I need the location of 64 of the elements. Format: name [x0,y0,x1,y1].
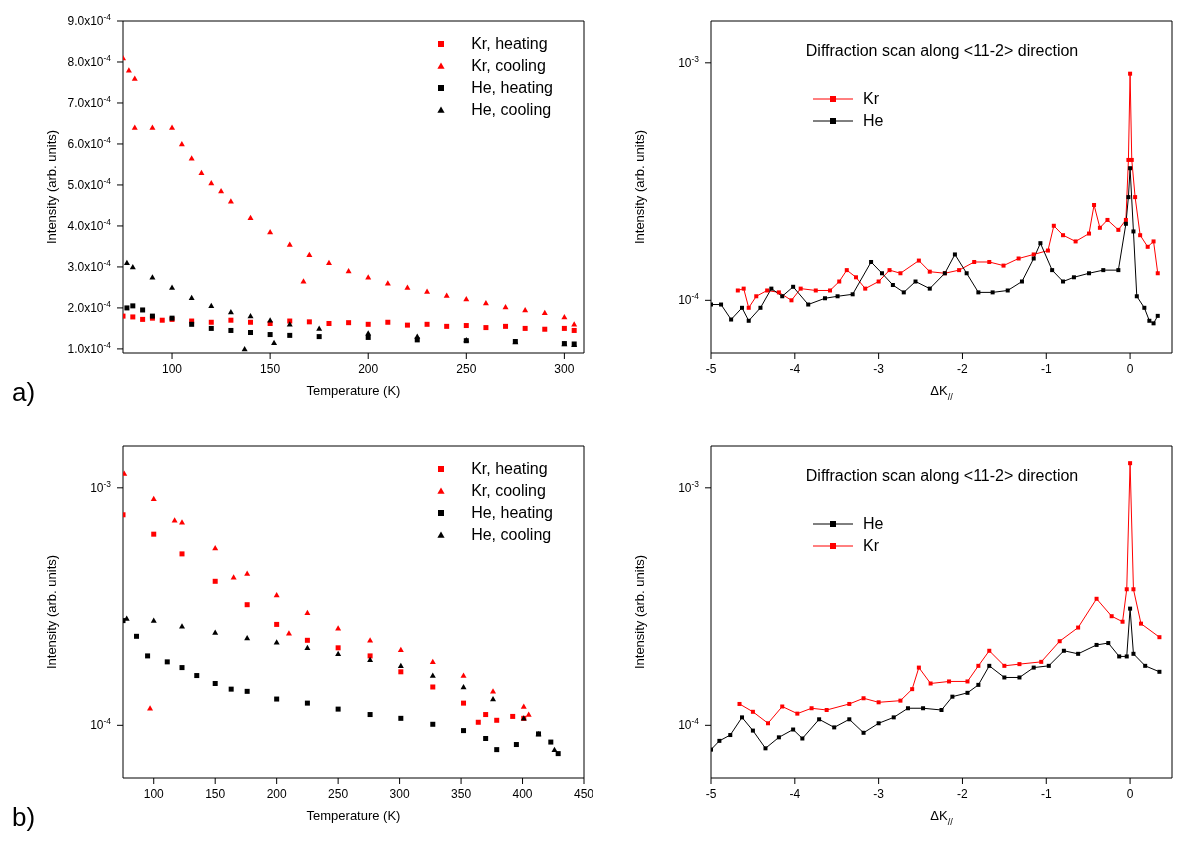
legend-label: Kr, heating [471,35,548,53]
legend-label: He [863,112,884,130]
y-tick-label: 6.0x10$^{-4}$ [67,134,112,151]
legend-label: Kr, cooling [471,482,546,500]
text: Diffraction scan along <11-2> direction [804,467,1080,485]
legend-label: Kr [863,90,879,108]
y-axis-title: Intensity (arb. units) [632,554,647,670]
x-axis-title: ΔK$_{//}$ [930,808,954,827]
x-axis-title: Temperature (K) [306,383,401,398]
legend-label: Kr, cooling [471,57,546,75]
x-tick-label: -3 [873,362,885,376]
x-axis-title: ΔK$_{//}$ [930,383,954,402]
x-tick-label: 300 [389,787,410,801]
y-axis-title: Intensity (arb. units) [44,129,59,245]
y-axis-title: Intensity (arb. units) [632,129,647,245]
y-tick-label: 8.0x10$^{-4}$ [67,52,112,69]
x-tick-label: -4 [789,787,801,801]
y-tick-label: 10$^{-3}$ [90,478,112,495]
x-tick-label: 0 [1126,787,1134,801]
y-tick-label: 10$^{-3}$ [678,53,700,70]
x-tick-label: 300 [554,362,575,376]
y-tick-label: 5.0x10$^{-4}$ [67,175,112,192]
y-tick-label: 10$^{-4}$ [678,291,700,308]
legend-label: He [863,515,884,533]
legend-label: He, heating [471,79,553,97]
legend-label: Kr, heating [471,460,548,478]
x-tick-label: -3 [873,787,885,801]
y-tick-label: 2.0x10$^{-4}$ [67,298,112,315]
x-tick-label: 400 [512,787,533,801]
x-tick-label: -4 [789,362,801,376]
y-tick-label: 9.0x10$^{-4}$ [67,12,112,28]
x-axis-title: Temperature (K) [306,808,401,823]
x-tick-label: 150 [205,787,226,801]
text: b) [12,802,36,832]
y-tick-label: 10$^{-4}$ [678,716,700,733]
text: Diffraction scan along <11-2> direction [804,42,1080,60]
legend-label: Kr [863,537,879,555]
x-tick-label: -5 [705,787,717,801]
x-tick-label: 200 [266,787,287,801]
y-tick-label: 7.0x10$^{-4}$ [67,93,112,110]
x-tick-label: -2 [957,787,969,801]
legend-label: He, cooling [471,526,552,544]
legend-label: He, heating [471,504,553,522]
y-tick-label: 10$^{-4}$ [90,716,112,733]
x-tick-label: 450 [573,787,595,801]
legend-label: He, cooling [471,101,552,119]
y-tick-label: 4.0x10$^{-4}$ [67,216,112,233]
x-tick-label: 0 [1126,362,1134,376]
x-tick-label: 100 [162,362,183,376]
x-tick-label: 250 [328,787,349,801]
x-tick-label: -2 [957,362,969,376]
x-tick-label: 250 [456,362,477,376]
y-tick-label: 10$^{-3}$ [678,478,700,495]
x-tick-label: 150 [260,362,281,376]
x-tick-label: -1 [1040,362,1052,376]
y-axis-title: Intensity (arb. units) [44,554,59,670]
y-tick-label: 3.0x10$^{-4}$ [67,257,112,274]
text: a) [12,377,36,407]
x-tick-label: -5 [705,362,717,376]
y-tick-label: 1.0x10$^{-4}$ [67,339,112,356]
x-tick-label: 200 [358,362,379,376]
x-tick-label: 350 [451,787,472,801]
x-tick-label: 100 [143,787,165,801]
x-tick-label: -1 [1040,787,1052,801]
